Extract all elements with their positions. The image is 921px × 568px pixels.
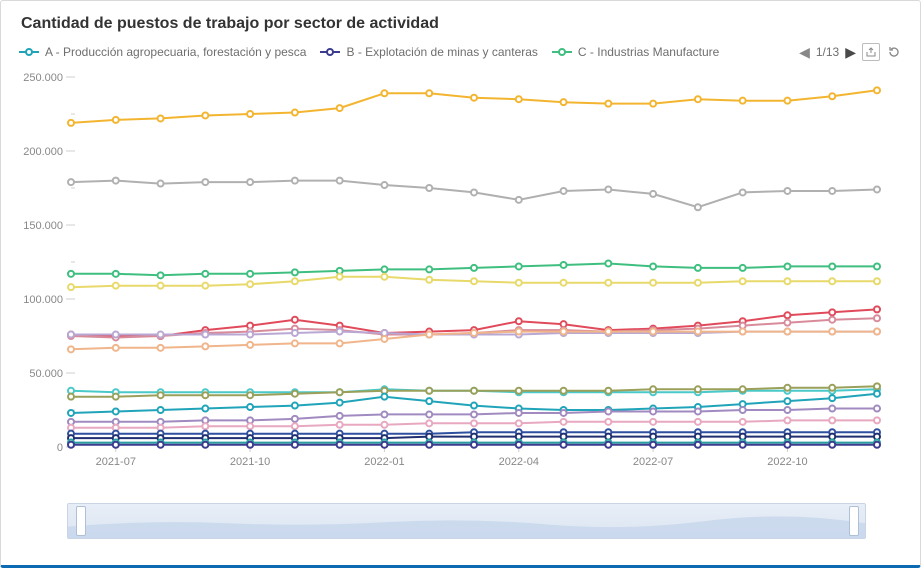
legend-item-a[interactable]: A - Producción agropecuaria, forestación… (19, 45, 306, 59)
svg-text:2022-07: 2022-07 (633, 456, 673, 468)
legend-next-icon[interactable]: ▶ (845, 44, 856, 61)
legend-pager-text: 1/13 (816, 45, 839, 59)
svg-text:200.000: 200.000 (23, 146, 63, 158)
chart-svg: 0 50.000 100.000 150.000 200.000 250.000 2021-… (19, 67, 889, 477)
range-handle-right[interactable] (849, 506, 859, 536)
legend-item-c[interactable]: C - Industrias Manufacture (552, 45, 719, 59)
svg-text:0: 0 (57, 442, 63, 454)
svg-text:100.000: 100.000 (23, 294, 63, 306)
chart-title: Cantidad de puestos de trabajo por secto… (21, 15, 902, 33)
svg-text:150.000: 150.000 (23, 220, 63, 232)
svg-text:2022-01: 2022-01 (364, 456, 404, 468)
legend-tools: ◀ 1/13 ▶ (799, 43, 902, 61)
legend-row: A - Producción agropecuaria, forestación… (19, 43, 902, 61)
export-icon[interactable] (862, 43, 880, 61)
reset-icon[interactable] (886, 44, 902, 60)
legend-prev-icon[interactable]: ◀ (799, 44, 810, 61)
legend-label: C - Industrias Manufacture (578, 45, 719, 59)
svg-text:2022-10: 2022-10 (767, 456, 807, 468)
chart-plot-area[interactable]: 0 50.000 100.000 150.000 200.000 250.000 2021-… (19, 67, 902, 497)
svg-text:2022-04: 2022-04 (499, 456, 539, 468)
legend-label: A - Producción agropecuaria, forestación… (45, 45, 306, 59)
range-preview (68, 504, 865, 538)
range-handle-left[interactable] (76, 506, 86, 536)
legend-swatch-c (552, 47, 572, 57)
legend-label: B - Explotación de minas y canteras (346, 45, 537, 59)
svg-text:2021-10: 2021-10 (230, 456, 270, 468)
legend-swatch-a (19, 47, 39, 57)
svg-text:50.000: 50.000 (29, 368, 63, 380)
legend-swatch-b (320, 47, 340, 57)
svg-text:2021-07: 2021-07 (96, 456, 136, 468)
svg-text:250.000: 250.000 (23, 72, 63, 84)
legend-item-b[interactable]: B - Explotación de minas y canteras (320, 45, 537, 59)
chart-card: Cantidad de puestos de trabajo por secto… (0, 0, 921, 568)
range-scrollbar[interactable] (67, 503, 866, 539)
